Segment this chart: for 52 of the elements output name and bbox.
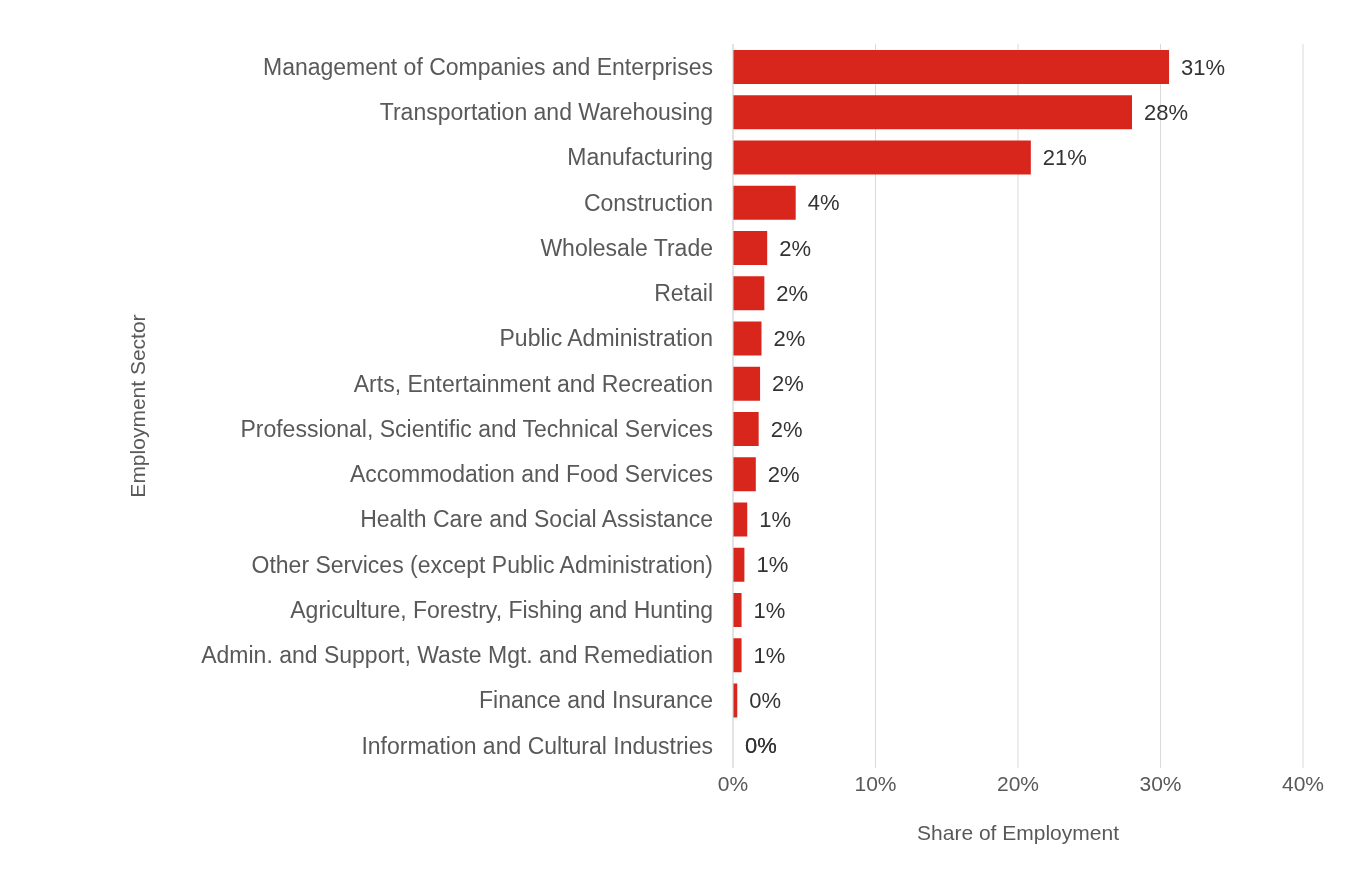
data-label: 0% — [745, 733, 777, 759]
bar — [733, 321, 762, 356]
bar — [733, 140, 1031, 175]
x-axis-title: Share of Employment — [917, 821, 1120, 844]
bar — [733, 366, 761, 401]
data-label: 31% — [1181, 54, 1226, 80]
data-label: 1% — [759, 507, 792, 533]
bar — [733, 50, 1170, 84]
bar — [733, 502, 748, 537]
y-tick-label: Manufacturing — [567, 144, 713, 171]
y-tick-label: Agriculture, Forestry, Fishing and Hunting — [290, 596, 713, 623]
bar — [733, 593, 742, 627]
x-tick-label: 20% — [996, 771, 1040, 795]
y-tick-label: Other Services (except Public Administration) — [251, 551, 713, 578]
data-label: 2% — [773, 326, 806, 352]
x-tick-label: 40% — [1281, 771, 1325, 795]
data-label: 2% — [776, 280, 809, 306]
x-tick-label: 30% — [1139, 771, 1182, 795]
y-tick-label: Professional, Scientific and Technical Services — [240, 415, 713, 442]
data-label: 28% — [1144, 99, 1189, 125]
bar — [733, 231, 768, 265]
y-tick-label: Health Care and Social Assistance — [360, 506, 713, 533]
data-label: 2% — [772, 371, 804, 397]
data-label: 2% — [767, 461, 800, 487]
data-label: 2% — [770, 416, 803, 442]
data-label: 21% — [1042, 145, 1087, 171]
y-tick-label: Accommodation and Food Services — [349, 461, 713, 488]
y-tick-label: Information and Cultural Industries — [361, 732, 713, 759]
x-tick-label: 0% — [717, 771, 749, 795]
bar — [733, 412, 759, 446]
y-tick-label: Wholesale Trade — [540, 234, 713, 261]
bar — [733, 638, 742, 673]
y-tick-label: Public Administration — [499, 325, 713, 352]
data-label: 1% — [756, 552, 789, 578]
bar — [733, 95, 1132, 130]
y-tick-label: Transportation and Warehousing — [379, 99, 713, 126]
y-tick-label: Retail — [654, 280, 713, 307]
data-label: 1% — [753, 597, 786, 623]
y-tick-label: Construction — [583, 189, 713, 216]
y-tick-label: Finance and Insurance — [479, 687, 713, 714]
y-tick-label: Management of Companies and Enterprises — [262, 53, 713, 80]
data-label: 1% — [753, 642, 786, 668]
bar — [733, 185, 796, 220]
bar — [733, 276, 765, 311]
y-tick-label: Arts, Entertainment and Recreation — [353, 370, 713, 397]
data-label: 4% — [807, 190, 840, 216]
x-tick-label: 10% — [854, 771, 897, 795]
data-label: 0% — [749, 688, 782, 714]
y-tick-label: Admin. and Support, Waste Mgt. and Remediation — [201, 642, 713, 669]
y-axis-title: Employment Sector — [126, 314, 150, 498]
bar — [733, 457, 756, 492]
data-label: 2% — [779, 235, 811, 261]
